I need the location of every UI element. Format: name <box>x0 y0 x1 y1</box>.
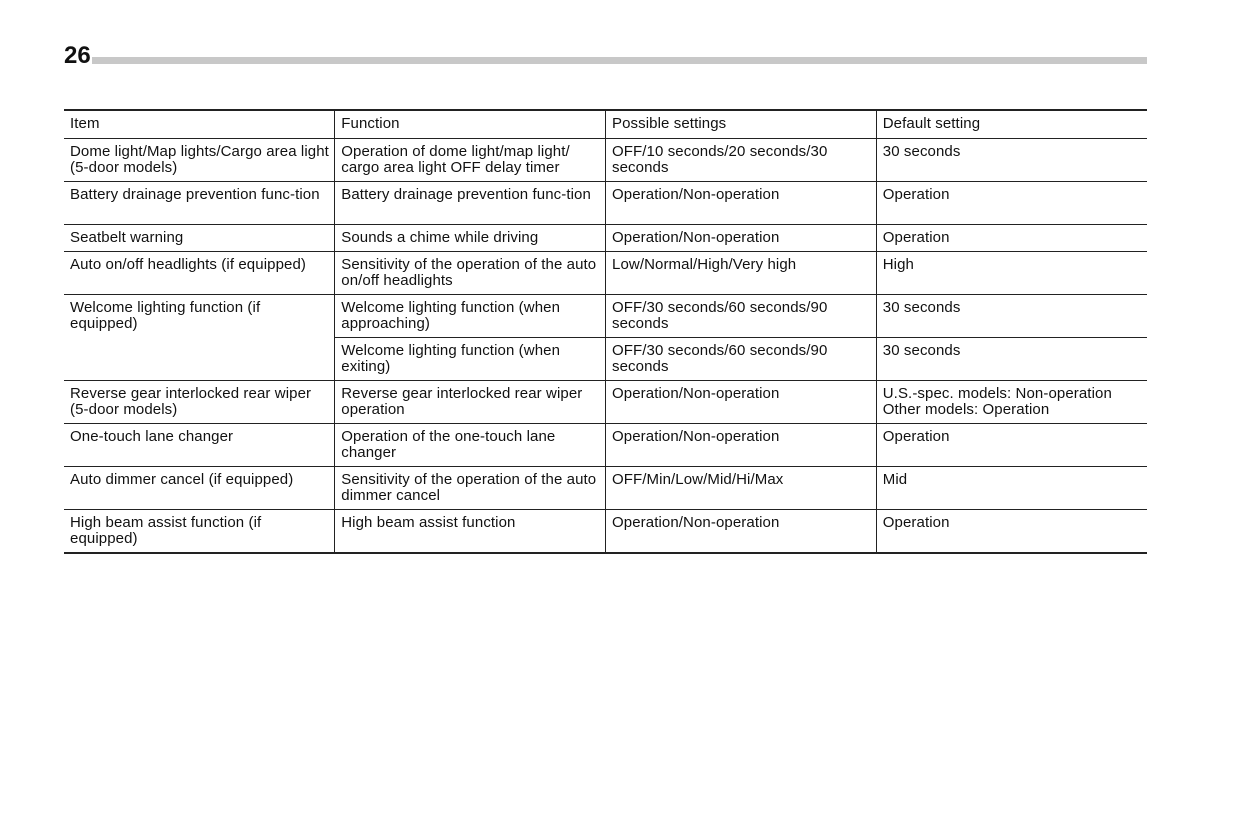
settings-cell: Operation/Non-operation <box>605 423 877 467</box>
function-cell: Sounds a chime while driving <box>334 224 606 252</box>
settings-table: Item Function Possible settings Default … <box>64 109 1147 554</box>
table-row: Auto dimmer cancel (if equipped) Sensiti… <box>64 466 1147 510</box>
function-cell: Reverse gear interlocked rear wiper oper… <box>334 380 606 424</box>
column-header: Possible settings <box>605 109 877 139</box>
item-cell: Dome light/Map lights/Cargo area light (… <box>64 138 336 182</box>
default-cell: High <box>875 251 1147 295</box>
default-cell: 30 seconds <box>875 337 1147 381</box>
default-cell: Operation <box>875 181 1147 225</box>
column-header: Item <box>64 109 336 139</box>
item-cell: Auto dimmer cancel (if equipped) <box>64 466 336 510</box>
settings-cell: Operation/Non-operation <box>605 380 877 424</box>
default-cell: Operation <box>875 423 1147 467</box>
default-cell: U.S.-spec. models: Non-operation Other m… <box>875 380 1147 424</box>
item-cell: Reverse gear interlocked rear wiper (5-d… <box>64 380 336 424</box>
table-header-row: Item Function Possible settings Default … <box>64 109 1147 139</box>
item-cell: Auto on/off headlights (if equipped) <box>64 251 336 295</box>
table-row: Welcome lighting function (when exiting)… <box>64 337 1147 381</box>
item-cell: High beam assist function (if equipped) <box>64 509 336 554</box>
item-cell: One-touch lane changer <box>64 423 336 467</box>
table-row: High beam assist function (if equipped) … <box>64 509 1147 554</box>
default-line: Other models: Operation <box>882 401 1050 418</box>
default-cell: 30 seconds <box>875 138 1147 182</box>
settings-cell: Low/Normal/High/Very high <box>605 251 877 295</box>
header-rule <box>92 57 1147 64</box>
table-row: Battery drainage prevention func-tion Ba… <box>64 181 1147 225</box>
settings-cell: OFF/30 seconds/60 seconds/90 seconds <box>605 294 877 338</box>
settings-cell: OFF/10 seconds/20 seconds/30 seconds <box>605 138 877 182</box>
default-cell: 30 seconds <box>875 294 1147 338</box>
default-cell: Operation <box>875 224 1147 252</box>
table-row: Welcome lighting function (if equipped) … <box>64 294 1147 381</box>
table-row: Auto on/off headlights (if equipped) Sen… <box>64 251 1147 295</box>
table-row: Dome light/Map lights/Cargo area light (… <box>64 138 1147 182</box>
default-cell: Mid <box>875 466 1147 510</box>
table-row: Reverse gear interlocked rear wiper (5-d… <box>64 380 1147 424</box>
default-line: U.S.-spec. models: Non-operation <box>882 385 1112 402</box>
function-cell: High beam assist function <box>334 509 606 554</box>
settings-cell: OFF/30 seconds/60 seconds/90 seconds <box>605 337 877 381</box>
table-row: Seatbelt warning Sounds a chime while dr… <box>64 224 1147 252</box>
function-cell: Battery drainage prevention func-tion <box>334 181 606 225</box>
column-header: Default setting <box>875 109 1147 139</box>
item-cell: Welcome lighting function (if equipped) <box>64 294 336 381</box>
function-cell: Welcome lighting function (when approach… <box>334 294 606 338</box>
settings-cell: Operation/Non-operation <box>605 224 877 252</box>
default-cell: Operation <box>875 509 1147 554</box>
settings-cell: Operation/Non-operation <box>605 509 877 554</box>
function-cell: Sensitivity of the operation of the auto… <box>334 251 606 295</box>
settings-cell: Operation/Non-operation <box>605 181 877 225</box>
item-cell: Seatbelt warning <box>64 224 336 252</box>
function-cell: Operation of the one-touch lane changer <box>334 423 606 467</box>
page-number: 26 <box>64 42 91 69</box>
function-cell: Operation of dome light/map light/ cargo… <box>334 138 606 182</box>
column-header: Function <box>334 109 606 139</box>
table-row: One-touch lane changer Operation of the … <box>64 423 1147 467</box>
settings-cell: OFF/Min/Low/Mid/Hi/Max <box>605 466 877 510</box>
item-cell: Battery drainage prevention func-tion <box>64 181 336 225</box>
function-cell: Sensitivity of the operation of the auto… <box>334 466 606 510</box>
function-cell: Welcome lighting function (when exiting) <box>334 337 606 381</box>
